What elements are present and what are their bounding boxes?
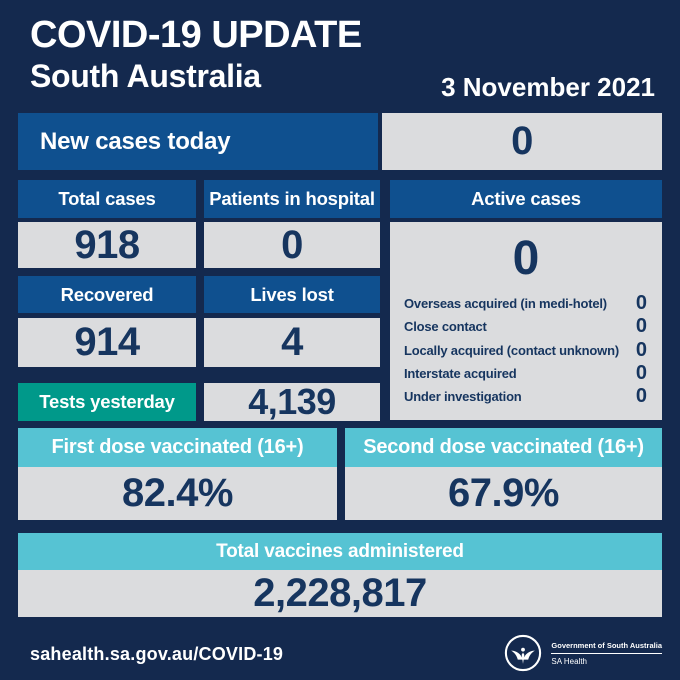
active-cases-value: 0 [512, 231, 540, 285]
breakdown-label: Close contact [404, 319, 487, 335]
lives-lost-label: Lives lost [204, 276, 380, 313]
piping-shrike-icon [505, 634, 542, 672]
government-label: Government of South Australia [551, 641, 662, 654]
second-dose-value: 67.9% [345, 467, 662, 520]
tests-yesterday-value: 4,139 [204, 381, 380, 422]
new-cases-label: New cases today [18, 113, 378, 170]
active-cases-label: Active cases [390, 180, 662, 218]
breakdown-label: Under investigation [404, 389, 522, 404]
breakdown-label: Overseas acquired (in medi-hotel) [404, 296, 607, 311]
active-cases-panel: 0 Overseas acquired (in medi-hotel) 0 Cl… [390, 222, 662, 420]
breakdown-row-under-investigation: Under investigation 0 [404, 385, 647, 408]
page-subtitle: South Australia [30, 58, 261, 94]
gov-text-block: Government of South Australia SA Health [551, 641, 662, 666]
report-date: 3 November 2021 [441, 72, 655, 102]
patients-in-hospital-value: 0 [204, 222, 380, 268]
recovered-label: Recovered [18, 276, 196, 313]
lives-lost-value: 4 [204, 318, 380, 367]
breakdown-row-close-contact: Close contact 0 [404, 315, 647, 338]
breakdown-value: 0 [635, 292, 647, 314]
first-dose-label: First dose vaccinated (16+) [18, 428, 337, 467]
second-dose-label: Second dose vaccinated (16+) [345, 428, 662, 467]
breakdown-label: Locally acquired (contact unknown) [404, 342, 619, 358]
recovered-value: 914 [18, 318, 196, 367]
breakdown-row-local: Locally acquired (contact unknown) 0 [404, 339, 647, 362]
total-cases-label: Total cases [18, 180, 196, 218]
breakdown-value: 0 [635, 338, 647, 361]
new-cases-value: 0 [382, 113, 662, 170]
breakdown-row-overseas: Overseas acquired (in medi-hotel) 0 [404, 292, 647, 315]
page-title: COVID-19 UPDATE [30, 14, 362, 56]
total-vaccines-value: 2,228,817 [18, 570, 662, 617]
website-url: sahealth.sa.gov.au/COVID-19 [30, 644, 284, 664]
breakdown-row-interstate: Interstate acquired 0 [404, 362, 647, 385]
sa-health-label: SA Health [551, 656, 587, 666]
total-vaccines-label: Total vaccines administered [18, 533, 662, 570]
breakdown-value: 0 [635, 361, 647, 384]
first-dose-value: 82.4% [18, 467, 337, 520]
total-cases-value: 918 [18, 222, 196, 268]
tests-yesterday-label: Tests yesterday [18, 383, 196, 421]
breakdown-label: Interstate acquired [404, 365, 517, 381]
active-cases-breakdown: Overseas acquired (in medi-hotel) 0 Clos… [390, 288, 662, 420]
breakdown-value: 0 [635, 385, 647, 407]
patients-in-hospital-label: Patients in hospital [204, 180, 380, 218]
breakdown-value: 0 [635, 315, 647, 338]
sa-gov-logo-group: Government of South Australia SA Health [504, 634, 662, 672]
